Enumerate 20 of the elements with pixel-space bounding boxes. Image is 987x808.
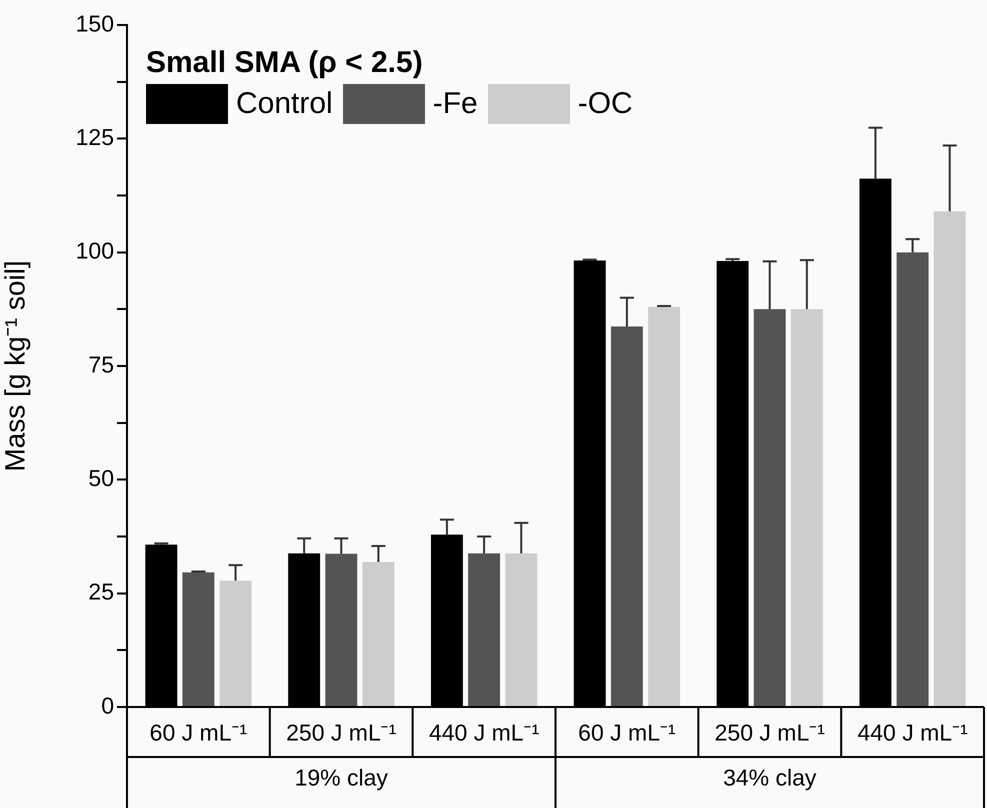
- legend-label: -Fe: [432, 87, 478, 121]
- y-tick-label: 0: [101, 692, 114, 718]
- y-tick-label: 50: [88, 465, 114, 492]
- x-tick-label: 250 J mL⁻¹: [286, 719, 397, 746]
- y-tick-label: 25: [88, 578, 114, 605]
- text: 34% clay: [723, 764, 817, 790]
- x-tick-label: 440 J mL⁻¹: [428, 719, 540, 746]
- y-tick-label: 150: [76, 10, 114, 36]
- y-axis-title: Mass [g kg⁻¹ soil]: [0, 260, 31, 472]
- y-tick-label: 100: [76, 238, 114, 264]
- x-tick-label: 60 J mL⁻¹: [578, 719, 676, 746]
- legend-title: Small SMA (ρ < 2.5): [146, 46, 424, 80]
- legend-label: -OC: [578, 87, 633, 121]
- text: 19% clay: [294, 764, 388, 790]
- x-tick-label: 60 J mL⁻¹: [150, 719, 248, 746]
- x-tick-label: 440 J mL⁻¹: [857, 719, 968, 746]
- legend-label: Control: [236, 87, 333, 121]
- y-tick-label: 125: [76, 124, 114, 150]
- x-tick-label: 250 J mL⁻¹: [714, 719, 826, 746]
- y-tick-label: 75: [88, 351, 114, 378]
